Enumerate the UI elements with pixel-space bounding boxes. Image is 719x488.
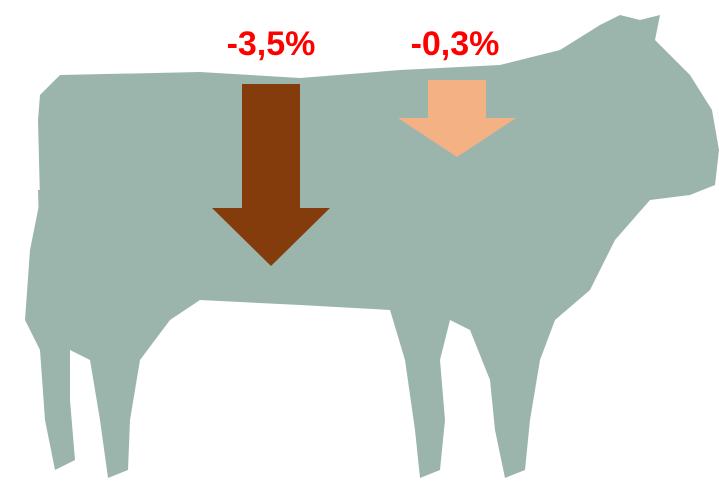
change-label: -3,5% xyxy=(227,25,316,63)
arrow-down-dark xyxy=(212,84,330,266)
change-label: -0,3% xyxy=(411,25,500,63)
cow-silhouette xyxy=(25,15,719,478)
arrow-down-light xyxy=(398,80,516,157)
tail xyxy=(38,190,50,265)
